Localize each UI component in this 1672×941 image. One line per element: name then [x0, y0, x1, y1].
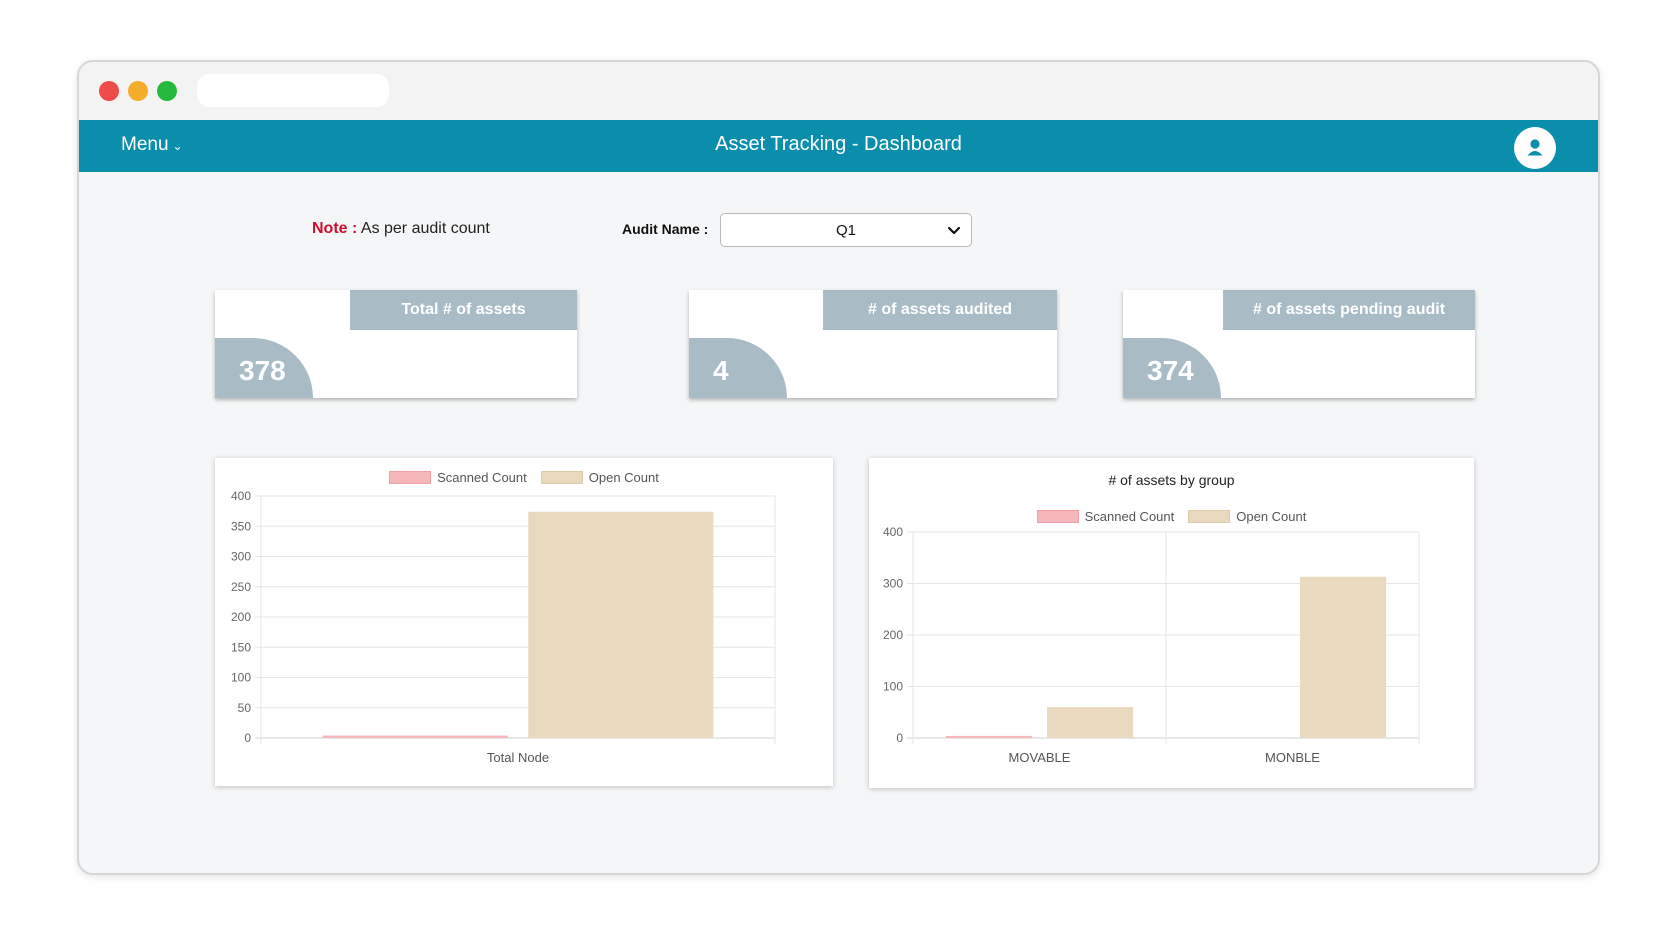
legend-swatch — [1188, 510, 1231, 523]
chart-title: # of assets by group — [1108, 472, 1235, 488]
note-label: Note : — [312, 220, 358, 237]
kpi-card-pending: # of assets pending audit 374 — [1123, 290, 1475, 398]
chevron-down-icon: ⌄ — [172, 139, 183, 153]
window-titlebar — [79, 62, 1598, 120]
chart-card-total: Scanned Count Open Count 0 50 100 150 200 250… — [215, 458, 833, 786]
chart-card-by-group: # of assets by group Scanned Count Open … — [869, 458, 1474, 788]
y-tick-label: 250 — [231, 580, 251, 594]
user-avatar-button[interactable] — [1514, 127, 1556, 169]
note-text: As per audit count — [360, 220, 490, 237]
menu-label: Menu — [121, 134, 169, 155]
legend-label: Open Count — [588, 470, 659, 485]
y-tick-label: 100 — [883, 680, 903, 694]
maximize-window-button[interactable] — [157, 81, 177, 101]
kpi-title: # of assets pending audit — [1223, 290, 1475, 330]
bar — [1300, 576, 1387, 738]
audit-name-value: Q1 — [835, 222, 856, 239]
x-tick-label: MONBLE — [1265, 750, 1320, 765]
legend-item-open[interactable]: Open Count — [1188, 509, 1306, 524]
address-bar[interactable] — [197, 74, 389, 107]
minimize-window-button[interactable] — [128, 81, 148, 101]
kpi-title: Total # of assets — [350, 290, 577, 330]
y-tick-label: 100 — [231, 671, 251, 685]
chart-legend: Scanned Count Open Count — [215, 470, 833, 485]
bar — [322, 735, 508, 738]
y-tick-label: 300 — [231, 550, 251, 564]
chart-legend: Scanned Count Open Count — [869, 509, 1474, 524]
kpi-card-total: Total # of assets 378 — [215, 290, 577, 398]
chevron-down-icon — [947, 226, 961, 235]
legend-item-scanned[interactable]: Scanned Count — [1036, 509, 1175, 524]
page-title: Asset Tracking - Dashboard — [715, 133, 962, 155]
bar — [1047, 707, 1134, 738]
kpi-value: 374 — [1123, 338, 1221, 398]
audit-name-select[interactable]: Q1 — [720, 213, 972, 247]
legend-swatch — [540, 471, 583, 484]
bar-chart-total: 0 50 100 150 200 250 300 350 400 Total Node — [231, 489, 776, 765]
legend-item-scanned[interactable]: Scanned Count — [389, 470, 527, 485]
kpi-value: 4 — [689, 338, 787, 398]
close-window-button[interactable] — [99, 81, 119, 101]
x-tick-label: MOVABLE — [1009, 750, 1071, 765]
x-tick-label: Total Node — [487, 750, 549, 765]
kpi-title: # of assets audited — [823, 290, 1057, 330]
legend-label: Scanned Count — [1084, 509, 1175, 524]
y-tick-label: 400 — [883, 525, 903, 539]
y-tick-label: 350 — [231, 519, 251, 533]
bar — [945, 735, 1032, 738]
bar-chart-by-group: 0 100 200 300 400 MOVABLE MONBLE — [883, 525, 1420, 765]
user-icon — [1527, 139, 1543, 156]
top-navbar: Menu ⌄ Asset Tracking - Dashboard — [79, 120, 1598, 172]
bar — [528, 511, 714, 738]
y-tick-label: 200 — [883, 628, 903, 642]
legend-swatch — [389, 471, 432, 484]
legend-label: Open Count — [1236, 509, 1307, 524]
legend-label: Scanned Count — [437, 470, 527, 485]
y-tick-label: 0 — [244, 731, 251, 745]
y-tick-label: 300 — [883, 577, 903, 591]
y-tick-label: 150 — [231, 640, 251, 654]
legend-item-open[interactable]: Open Count — [540, 470, 659, 485]
audit-name-label: Audit Name : — [622, 221, 709, 237]
kpi-value: 378 — [215, 338, 313, 398]
browser-window: Menu ⌄ Asset Tracking - Dashboard Note : … — [77, 60, 1600, 875]
y-tick-label: 200 — [231, 610, 251, 624]
y-tick-label: 50 — [238, 701, 252, 715]
kpi-card-audited: # of assets audited 4 — [689, 290, 1057, 398]
legend-swatch — [1036, 510, 1079, 523]
menu-dropdown[interactable]: Menu ⌄ — [121, 134, 183, 156]
y-tick-label: 0 — [896, 731, 903, 745]
y-tick-label: 400 — [231, 489, 251, 503]
audit-note: Note : As per audit count — [312, 220, 490, 238]
